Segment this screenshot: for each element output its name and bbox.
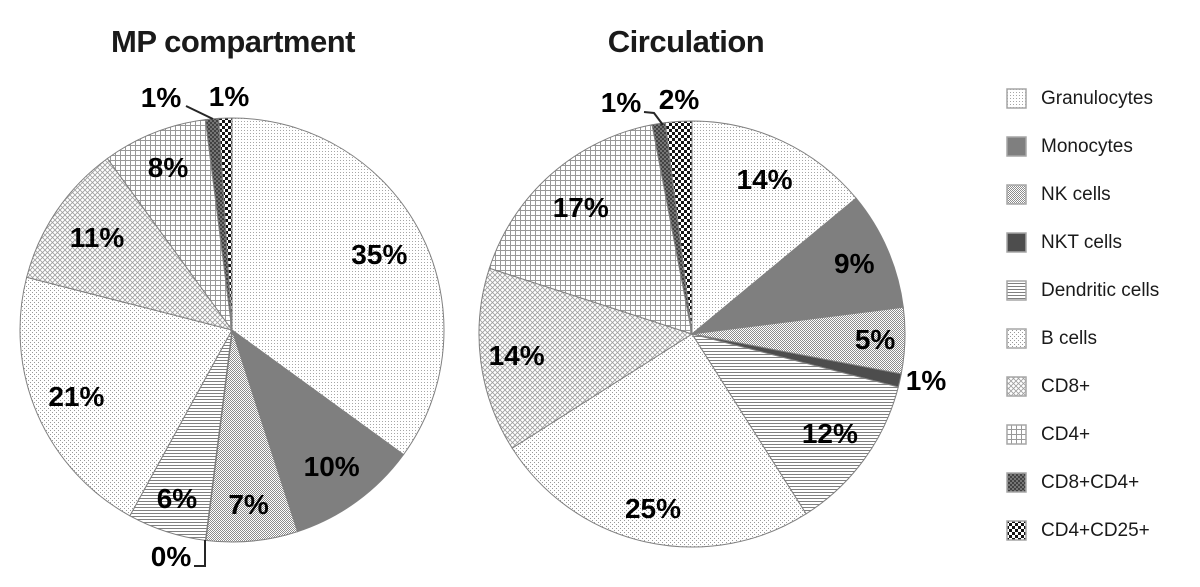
slice-label-cd4: 8% [147,152,189,184]
legend-swatch-checker-dark-pattern-icon [1006,472,1027,493]
legend-item-label: CD8+CD4+ [1041,472,1140,493]
legend-item-nk-cells: NK cells [1006,184,1159,205]
legend-item-b-cells: B cells [1006,328,1159,349]
legend-item-label: Monocytes [1041,136,1133,157]
label-leader-line [185,105,214,120]
slice-label-cd8: 11% [69,222,125,254]
pie-slice-cd4-cd25 [664,120,693,335]
slice-label-nk-cells: 5% [854,323,896,355]
slice-label-granulocytes: 14% [736,163,793,195]
legend-item-cd8: CD8+ [1006,376,1159,397]
slice-label-cd4: 17% [552,191,609,223]
legend-item-label: B cells [1041,328,1097,349]
pie-slice-monocytes [690,197,904,335]
pie-slice-cd8 [26,157,234,331]
legend-swatch-checker-bold-pattern-icon [1006,520,1027,541]
legend-item-label: CD4+ [1041,424,1091,445]
legend-item-cd8-cd4: CD8+CD4+ [1006,472,1159,493]
chart-title-circulation: Circulation [607,24,765,59]
slice-label-nkt-cells: 0% [150,541,192,572]
legend-item-nkt-cells: NKT cells [1006,232,1159,253]
label-leader-line [643,111,664,126]
label-leader-line [194,540,206,567]
legend-item-label: Granulocytes [1041,88,1153,109]
legend-item-label: CD8+ [1041,376,1091,397]
pie-slice-cd4-cd25 [218,117,233,331]
legend-item-dendritic-cells: Dendritic cells [1006,280,1159,301]
legend-item-label: CD4+CD25+ [1041,520,1150,541]
slice-label-nkt-cells: 1% [905,365,947,396]
legend-swatch-hlines-pattern-icon [1006,280,1027,301]
pie-slice-granulocytes [231,117,445,456]
legend-item-cd4-cd25: CD4+CD25+ [1006,520,1159,541]
slice-label-b-cells: 21% [48,381,105,413]
legend-item-label: NKT cells [1041,232,1122,253]
legend-item-granulocytes: Granulocytes [1006,88,1159,109]
slice-label-granulocytes: 35% [351,238,408,270]
slice-label-cd8: 14% [488,340,545,372]
pie-slice-monocytes [231,328,405,533]
slice-label-cd4-cd25: 1% [208,81,250,112]
pie-slice-dendritic-cells [690,333,899,515]
pie-slice-b-cells [19,276,233,517]
chart-title-mp-compartment: MP compartment [111,24,355,59]
legend-swatch-grid-pattern-icon [1006,424,1027,445]
pie-slice-cd4 [488,124,693,335]
legend-swatch-crosshatch-pattern-icon [1006,376,1027,397]
pie-slice-cd4 [106,119,233,331]
legend-swatch-dots-light-pattern-icon [1006,88,1027,109]
legend-item-cd4: CD4+ [1006,424,1159,445]
slice-label-dendritic-cells: 12% [801,418,858,450]
slice-label-cd4-cd25: 2% [658,84,700,115]
leader-lines-layer [185,105,664,567]
legend-swatch-solid-mid-pattern-icon [1006,136,1027,157]
slice-label-b-cells: 25% [624,492,681,524]
slice-label-monocytes: 10% [303,451,360,483]
pie-slice-granulocytes [691,120,857,336]
legend-item-monocytes: Monocytes [1006,136,1159,157]
legend-swatch-solid-dark-pattern-icon [1006,232,1027,253]
legend-item-label: NK cells [1041,184,1111,205]
slice-label-dendritic-cells: 6% [156,483,198,515]
slice-label-cd8-cd4: 1% [140,82,182,113]
pie-slice-cd8 [478,267,694,449]
pie-slice-b-cells [511,333,807,548]
legend: Granulocytes Monocytes NK cells NKT cells De… [1006,88,1159,568]
slice-label-monocytes: 9% [834,247,875,279]
legend-item-label: Dendritic cells [1041,280,1160,301]
legend-swatch-checker-fine-pattern-icon [1006,184,1027,205]
slice-label-nk-cells: 7% [228,489,269,521]
legend-swatch-dots-diag-pattern-icon [1006,328,1027,349]
slice-label-cd8-cd4: 1% [600,87,642,118]
pie-slices-layer [19,117,906,548]
